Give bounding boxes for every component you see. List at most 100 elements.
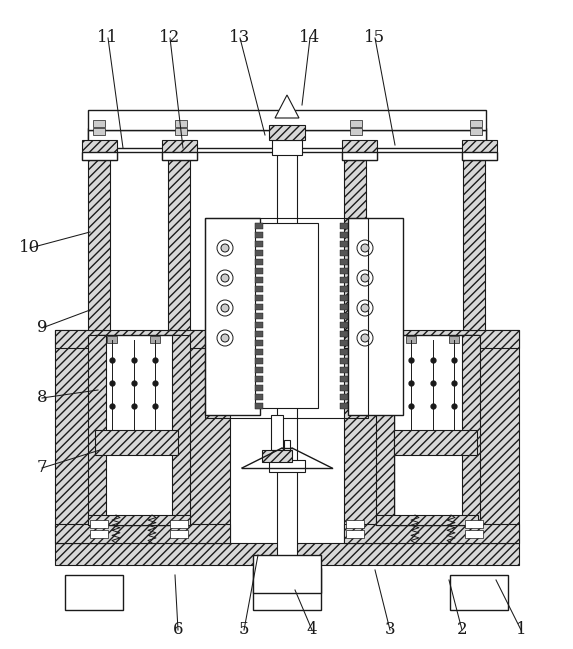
Bar bbox=[255, 286, 263, 292]
Text: 12: 12 bbox=[159, 29, 180, 47]
Bar bbox=[88, 148, 110, 330]
Bar bbox=[450, 575, 508, 610]
Bar bbox=[340, 313, 348, 319]
Text: 9: 9 bbox=[37, 319, 47, 336]
Bar bbox=[346, 520, 364, 528]
Bar bbox=[462, 152, 497, 160]
Bar bbox=[255, 223, 318, 408]
Bar bbox=[344, 330, 399, 543]
Bar bbox=[172, 335, 190, 525]
Bar bbox=[346, 530, 364, 538]
Bar bbox=[376, 515, 478, 525]
Bar bbox=[394, 430, 477, 455]
Text: 13: 13 bbox=[229, 29, 250, 47]
Text: 5: 5 bbox=[239, 622, 249, 639]
Bar bbox=[406, 336, 416, 343]
Bar bbox=[340, 385, 348, 391]
Text: 8: 8 bbox=[37, 389, 48, 406]
Bar bbox=[344, 148, 366, 330]
Text: 7: 7 bbox=[37, 459, 48, 476]
Bar bbox=[340, 331, 348, 337]
Bar bbox=[340, 241, 348, 247]
Bar bbox=[344, 524, 519, 543]
Bar bbox=[95, 335, 180, 525]
Text: 14: 14 bbox=[299, 29, 321, 47]
Bar bbox=[462, 140, 497, 160]
Bar bbox=[394, 335, 479, 525]
Bar bbox=[255, 403, 263, 409]
Polygon shape bbox=[275, 95, 299, 118]
Bar bbox=[255, 349, 263, 355]
Bar bbox=[82, 140, 117, 160]
Bar bbox=[255, 367, 263, 373]
Circle shape bbox=[221, 274, 229, 282]
Bar bbox=[340, 349, 348, 355]
Bar bbox=[88, 130, 486, 148]
Bar bbox=[88, 515, 190, 525]
Bar bbox=[342, 152, 377, 160]
Circle shape bbox=[361, 304, 369, 312]
Circle shape bbox=[361, 244, 369, 252]
Bar bbox=[272, 140, 302, 155]
Bar bbox=[88, 335, 106, 525]
Text: 10: 10 bbox=[19, 239, 41, 256]
Bar bbox=[170, 530, 188, 538]
Bar bbox=[340, 367, 348, 373]
Bar bbox=[340, 259, 348, 265]
Bar bbox=[93, 120, 105, 127]
Bar bbox=[340, 250, 348, 256]
Bar bbox=[262, 450, 292, 462]
Bar bbox=[175, 330, 230, 543]
Bar bbox=[470, 120, 482, 127]
Bar bbox=[340, 286, 348, 292]
Circle shape bbox=[361, 334, 369, 342]
Bar bbox=[340, 295, 348, 301]
Bar bbox=[277, 148, 297, 568]
Bar bbox=[255, 385, 263, 391]
Bar bbox=[88, 128, 486, 140]
Text: 2: 2 bbox=[457, 622, 468, 639]
Bar bbox=[175, 120, 187, 127]
Bar bbox=[255, 313, 263, 319]
Bar bbox=[150, 336, 160, 343]
Bar bbox=[376, 335, 394, 525]
Bar bbox=[255, 331, 263, 337]
Bar bbox=[284, 440, 290, 468]
Bar bbox=[470, 128, 482, 135]
Bar bbox=[90, 520, 108, 528]
Bar bbox=[340, 223, 348, 229]
Bar bbox=[55, 543, 519, 565]
Bar bbox=[82, 152, 117, 160]
Bar bbox=[95, 430, 178, 455]
Bar bbox=[350, 128, 362, 135]
Bar bbox=[255, 250, 263, 256]
Bar bbox=[255, 340, 263, 346]
Bar bbox=[255, 223, 263, 229]
Bar bbox=[55, 524, 230, 543]
Text: 15: 15 bbox=[364, 29, 386, 47]
Bar bbox=[175, 128, 187, 135]
Text: 1: 1 bbox=[516, 622, 527, 639]
Circle shape bbox=[221, 334, 229, 342]
Bar bbox=[340, 304, 348, 310]
Bar bbox=[340, 340, 348, 346]
Bar bbox=[462, 335, 480, 525]
Bar bbox=[255, 358, 263, 364]
Text: 4: 4 bbox=[307, 622, 317, 639]
Bar bbox=[465, 520, 483, 528]
Bar bbox=[255, 277, 263, 283]
Text: 3: 3 bbox=[384, 622, 395, 639]
Bar bbox=[340, 232, 348, 238]
Bar bbox=[465, 530, 483, 538]
Bar bbox=[255, 304, 263, 310]
Bar bbox=[269, 125, 305, 140]
Bar bbox=[88, 140, 486, 152]
Bar bbox=[255, 394, 263, 400]
Bar bbox=[340, 358, 348, 364]
Circle shape bbox=[221, 304, 229, 312]
Text: 6: 6 bbox=[172, 622, 183, 639]
Bar bbox=[255, 232, 263, 238]
Bar bbox=[55, 330, 230, 348]
Bar bbox=[253, 555, 321, 593]
Bar bbox=[464, 330, 519, 543]
